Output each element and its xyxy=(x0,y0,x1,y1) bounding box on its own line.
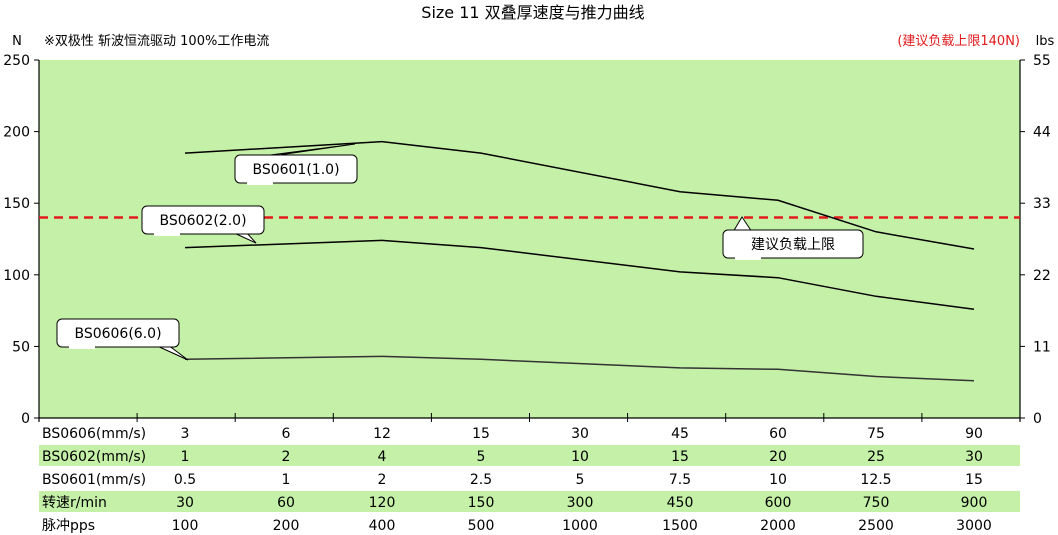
table-cell: 2 xyxy=(378,472,387,488)
right-tick-label: 0 xyxy=(1033,411,1042,427)
table-cell: 2000 xyxy=(760,518,796,534)
table-cell: 2 xyxy=(282,449,291,465)
table-cell: 60 xyxy=(769,426,787,442)
right-unit-label: lbs xyxy=(1036,34,1055,49)
table-cell: 15 xyxy=(965,472,983,488)
table-cell: 25 xyxy=(867,449,885,465)
left-tick-label: 150 xyxy=(3,196,30,212)
table-cell: 5 xyxy=(477,449,486,465)
table-row-band xyxy=(39,445,1020,466)
table-cell: 600 xyxy=(765,495,792,511)
axis-ticks: 0 50 100 150 200 250 0 11 22 33 44 55 xyxy=(3,53,1051,427)
table-cell: 1 xyxy=(282,472,291,488)
table-row-band xyxy=(39,491,1020,512)
table-cell: 60 xyxy=(277,495,295,511)
table-cell: 30 xyxy=(965,449,983,465)
callout-box xyxy=(56,318,180,348)
table-cell: 12.5 xyxy=(860,472,891,488)
right-tick-label: 22 xyxy=(1033,268,1051,284)
table-cell: 900 xyxy=(961,495,988,511)
right-tick-label: 11 xyxy=(1033,339,1051,355)
plot-area xyxy=(39,60,1020,418)
table-cell: 10 xyxy=(769,472,787,488)
table-cell: 450 xyxy=(667,495,694,511)
callout-label: BS0601(1.0) xyxy=(252,162,339,178)
table-cell: 750 xyxy=(863,495,890,511)
left-tick-label: 250 xyxy=(3,53,30,69)
callout-label: BS0602(2.0) xyxy=(159,213,246,229)
table-row-label: 脉冲pps xyxy=(42,518,95,534)
table-cell: 75 xyxy=(867,426,885,442)
table-cell: 300 xyxy=(567,495,594,511)
table-cell: 3 xyxy=(181,426,190,442)
right-tick-label: 55 xyxy=(1033,53,1051,69)
table-cell: 90 xyxy=(965,426,983,442)
chart-subtitle: ※双极性 斩波恒流驱动 100%工作电流 xyxy=(44,34,269,49)
callout-bs0601: BS0601(1.0) xyxy=(234,143,358,185)
callout-label: BS0606(6.0) xyxy=(74,326,161,342)
callout-bs0606: BS0606(6.0) xyxy=(56,318,189,361)
table-cell: 500 xyxy=(468,518,495,534)
series-callouts: BS0601(1.0) BS0602(2.0) BS0606(6.0) 建议负载上限 xyxy=(56,143,864,361)
table-row-label: BS0606(mm/s) xyxy=(42,426,146,442)
table-cell: 15 xyxy=(472,426,490,442)
table-cell: 7.5 xyxy=(669,472,691,488)
load-limit-note: (建议负载上限140N) xyxy=(897,34,1020,49)
left-tick-label: 200 xyxy=(3,125,30,141)
table-cell: 4 xyxy=(378,449,387,465)
series-line-3 xyxy=(184,355,975,382)
callout-gap xyxy=(735,256,761,260)
table-row-label: 转速r/min xyxy=(42,495,107,511)
callout-box xyxy=(722,229,864,259)
table-row-label: BS0601(mm/s) xyxy=(42,472,146,488)
table-cell: 45 xyxy=(671,426,689,442)
callout-gap xyxy=(154,232,180,236)
left-unit-label: N xyxy=(12,34,22,49)
table-cell: 400 xyxy=(369,518,396,534)
table-cell: 12 xyxy=(373,426,391,442)
table-cell: 2500 xyxy=(858,518,894,534)
table-cell: 30 xyxy=(571,426,589,442)
callout-load-limit: 建议负载上限 xyxy=(722,216,864,260)
table-cell: 10 xyxy=(571,449,589,465)
table-cell: 2.5 xyxy=(470,472,492,488)
table-cell: 200 xyxy=(273,518,300,534)
table-cell: 5 xyxy=(576,472,585,488)
table-cell: 3000 xyxy=(956,518,992,534)
table-cell: 30 xyxy=(176,495,194,511)
right-tick-label: 33 xyxy=(1033,196,1051,212)
table-cell: 20 xyxy=(769,449,787,465)
table-cell: 150 xyxy=(468,495,495,511)
left-tick-label: 0 xyxy=(21,411,30,427)
table-cell: 1000 xyxy=(562,518,598,534)
table-cell: 15 xyxy=(671,449,689,465)
series-line-1 xyxy=(184,140,975,250)
series-lines xyxy=(184,140,975,382)
series-line-2 xyxy=(184,239,975,310)
table-cell: 100 xyxy=(172,518,199,534)
callout-box xyxy=(234,154,358,184)
table-cell: 120 xyxy=(369,495,396,511)
table-row-label: BS0602(mm/s) xyxy=(42,449,146,465)
speed-table: BS0606(mm/s) 3 6 12 15 30 45 60 75 90BS0602(mm/s)… xyxy=(39,426,1020,534)
table-cell: 1500 xyxy=(662,518,698,534)
chart-title: Size 11 双叠厚速度与推力曲线 xyxy=(421,3,644,22)
left-tick-label: 100 xyxy=(3,268,30,284)
callout-gap xyxy=(69,345,95,349)
callout-gap xyxy=(247,181,273,185)
table-cell: 1 xyxy=(181,449,190,465)
right-tick-label: 44 xyxy=(1033,125,1051,141)
callout-bs0602: BS0602(2.0) xyxy=(141,205,265,244)
table-cell: 6 xyxy=(282,426,291,442)
callout-box xyxy=(141,205,265,235)
left-tick-label: 50 xyxy=(12,339,30,355)
callout-label: 建议负载上限 xyxy=(751,237,835,253)
table-cell: 0.5 xyxy=(174,472,196,488)
